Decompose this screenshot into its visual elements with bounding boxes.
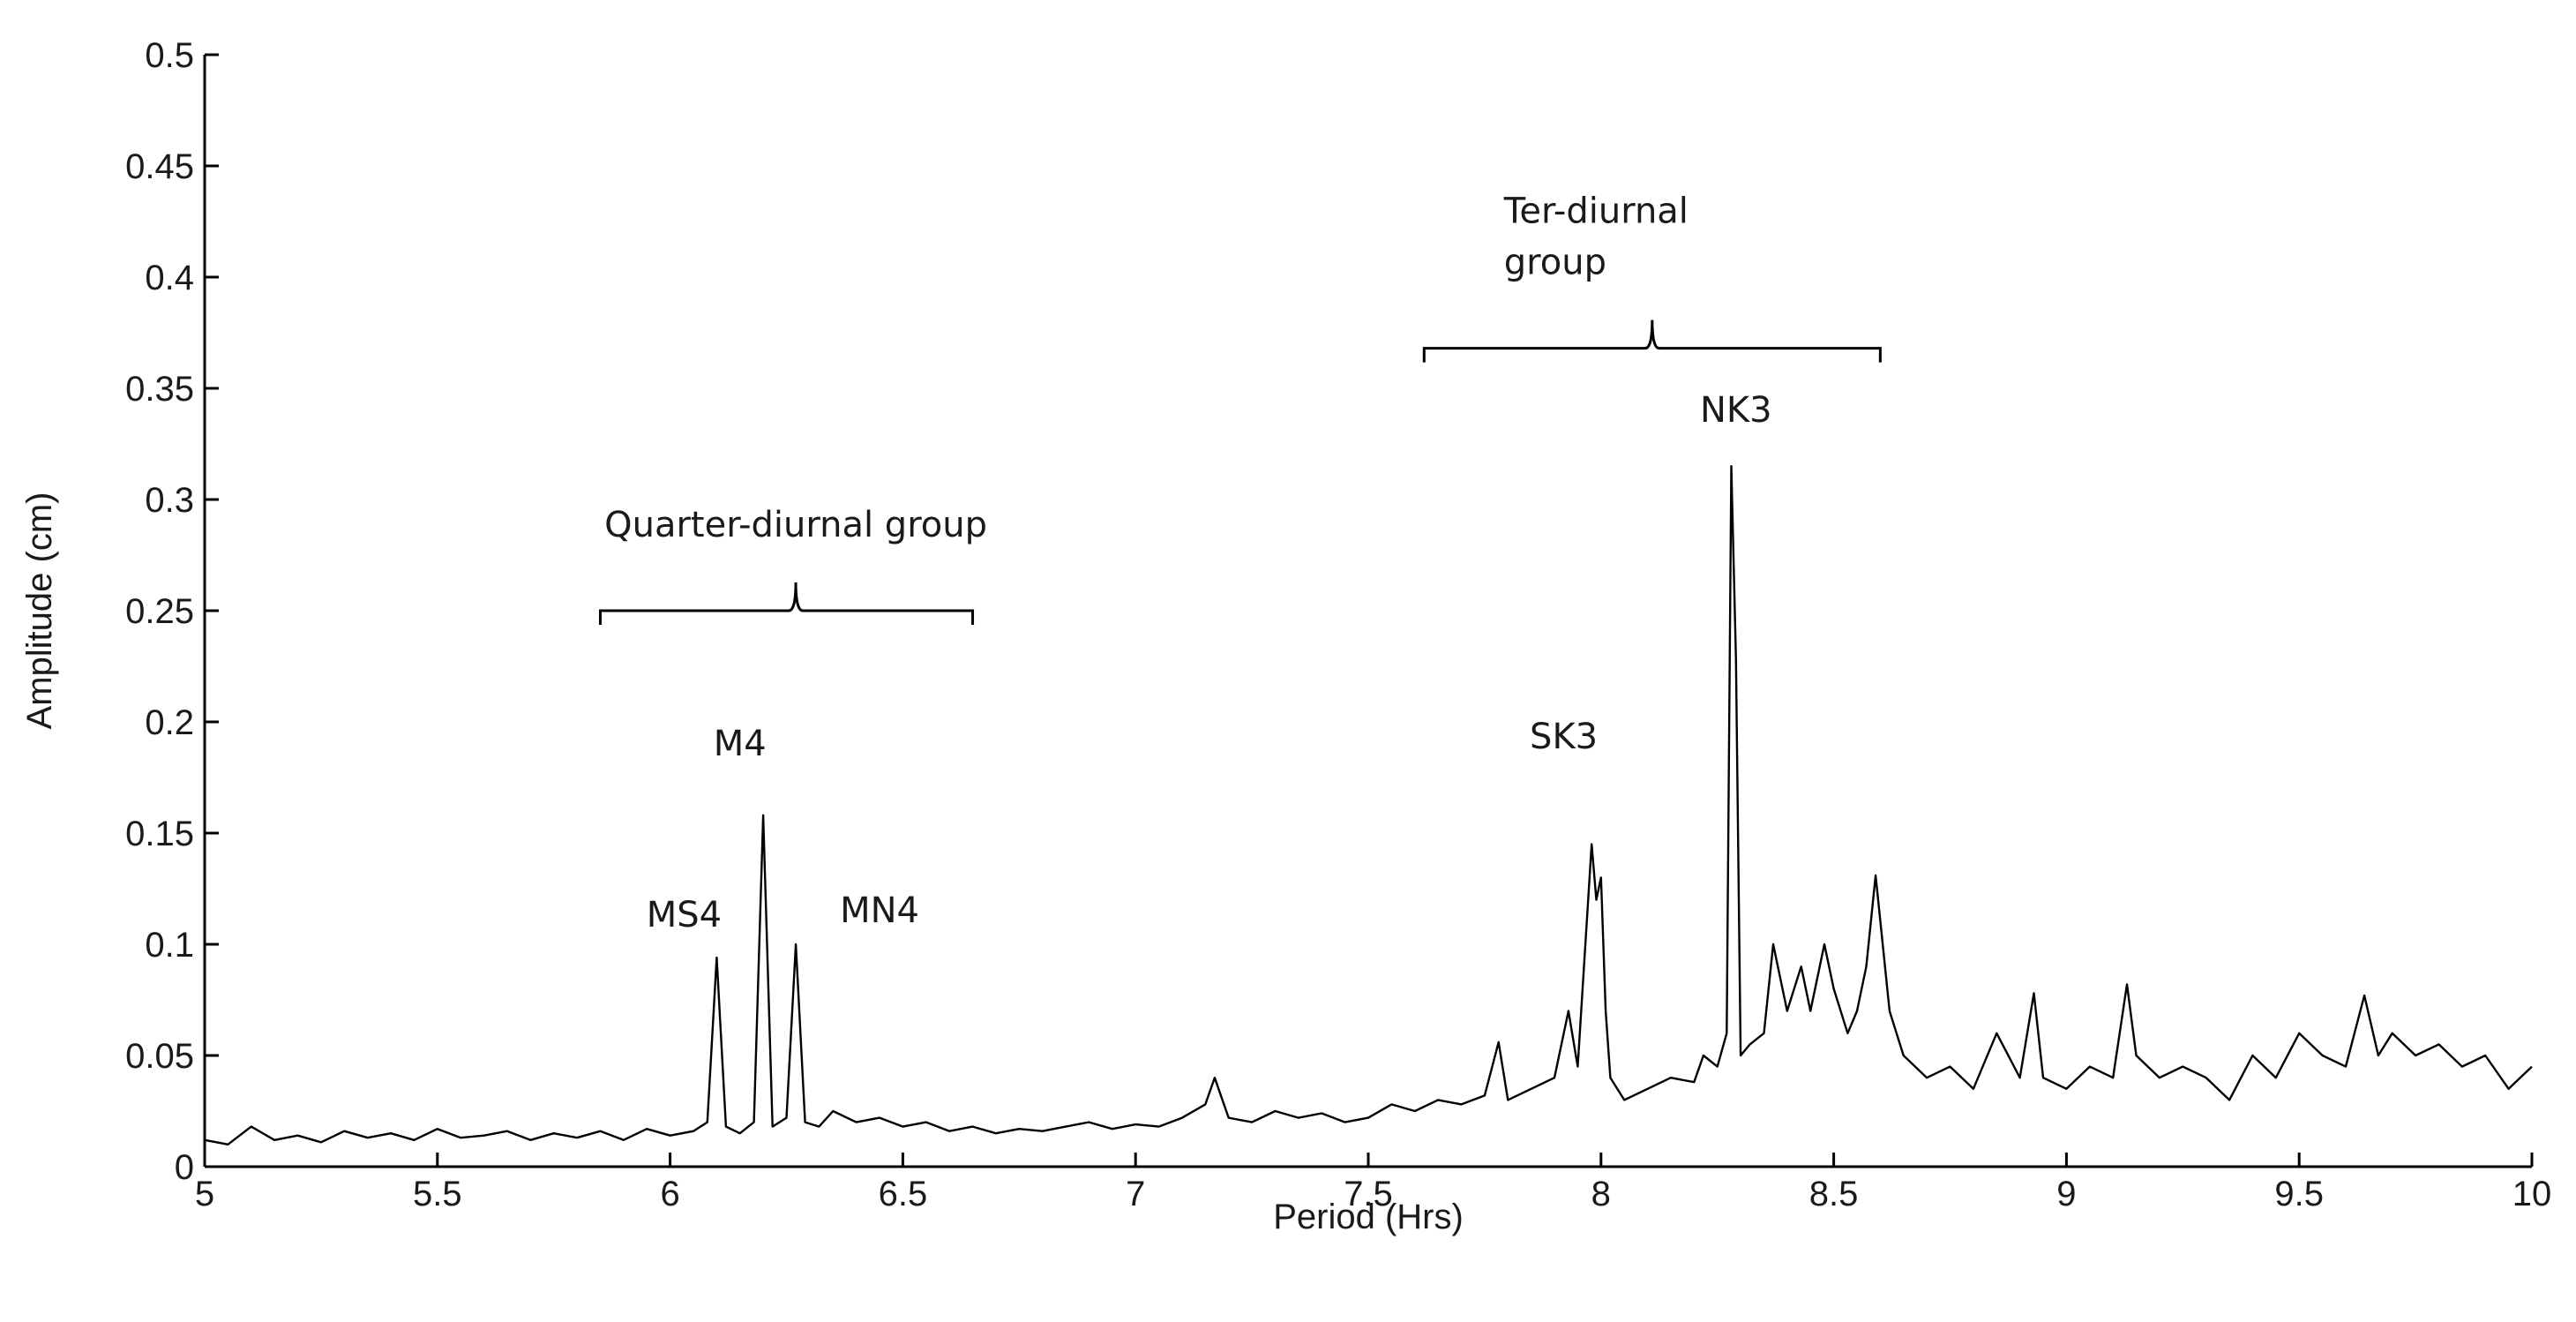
x-tick-label: 9 bbox=[2056, 1175, 2076, 1213]
peak-label: MS4 bbox=[647, 895, 722, 935]
x-tick-label: 8.5 bbox=[1809, 1175, 1859, 1213]
amplitude-series-line bbox=[204, 465, 2533, 1146]
x-tick-label: 8 bbox=[1591, 1175, 1611, 1213]
y-tick-label: 0.15 bbox=[125, 815, 194, 853]
y-tick-label: 0.05 bbox=[125, 1037, 194, 1076]
group-bracket bbox=[598, 582, 975, 625]
group-label: Ter-diurnal bbox=[1503, 192, 1689, 232]
x-tick-label: 10 bbox=[2512, 1175, 2552, 1213]
x-tick-label: 9.5 bbox=[2274, 1175, 2324, 1213]
peak-label: MN4 bbox=[840, 890, 919, 931]
y-axis-title: Amplitude (cm) bbox=[20, 492, 59, 730]
y-tick-label: 0.3 bbox=[145, 481, 194, 520]
x-tick-label: 6.5 bbox=[879, 1175, 928, 1213]
group-brackets: Quarter-diurnal group Ter-diurnal group bbox=[598, 192, 1882, 625]
x-tick-label: 6 bbox=[660, 1175, 679, 1213]
x-tick-label: 5 bbox=[195, 1175, 214, 1213]
y-tick-label: 0.25 bbox=[125, 592, 194, 631]
axes: 5 5.5 6 6.5 7 7.5 8 8.5 9 9.5 10 0 0.05 0.1 0.15 0.2 0.2… bbox=[125, 36, 2551, 1213]
x-tick-label: 5.5 bbox=[413, 1175, 462, 1213]
peak-annotations: MS4 M4 MN4 SK3 NK3 bbox=[647, 390, 1772, 935]
x-tick-label: 7 bbox=[1126, 1175, 1145, 1213]
y-tick-label: 0.4 bbox=[145, 259, 194, 297]
group-label: Quarter-diurnal group bbox=[604, 505, 987, 545]
series-layer bbox=[204, 465, 2533, 1146]
group-label: group bbox=[1504, 243, 1606, 283]
peak-label: NK3 bbox=[1700, 390, 1772, 431]
y-tick-label: 0.45 bbox=[125, 147, 194, 186]
y-tick-label: 0.5 bbox=[145, 36, 194, 75]
peak-label: SK3 bbox=[1530, 717, 1598, 757]
x-axis-title: Period (Hrs) bbox=[1273, 1198, 1464, 1236]
peak-label: M4 bbox=[714, 724, 767, 764]
y-tick-label: 0.1 bbox=[145, 926, 194, 965]
group-bracket bbox=[1422, 319, 1882, 363]
y-tick-label: 0 bbox=[175, 1148, 194, 1187]
y-tick-label: 0.2 bbox=[145, 703, 194, 742]
y-tick-label: 0.35 bbox=[125, 370, 194, 409]
x-tick-label: 7.5 bbox=[1344, 1175, 1393, 1213]
